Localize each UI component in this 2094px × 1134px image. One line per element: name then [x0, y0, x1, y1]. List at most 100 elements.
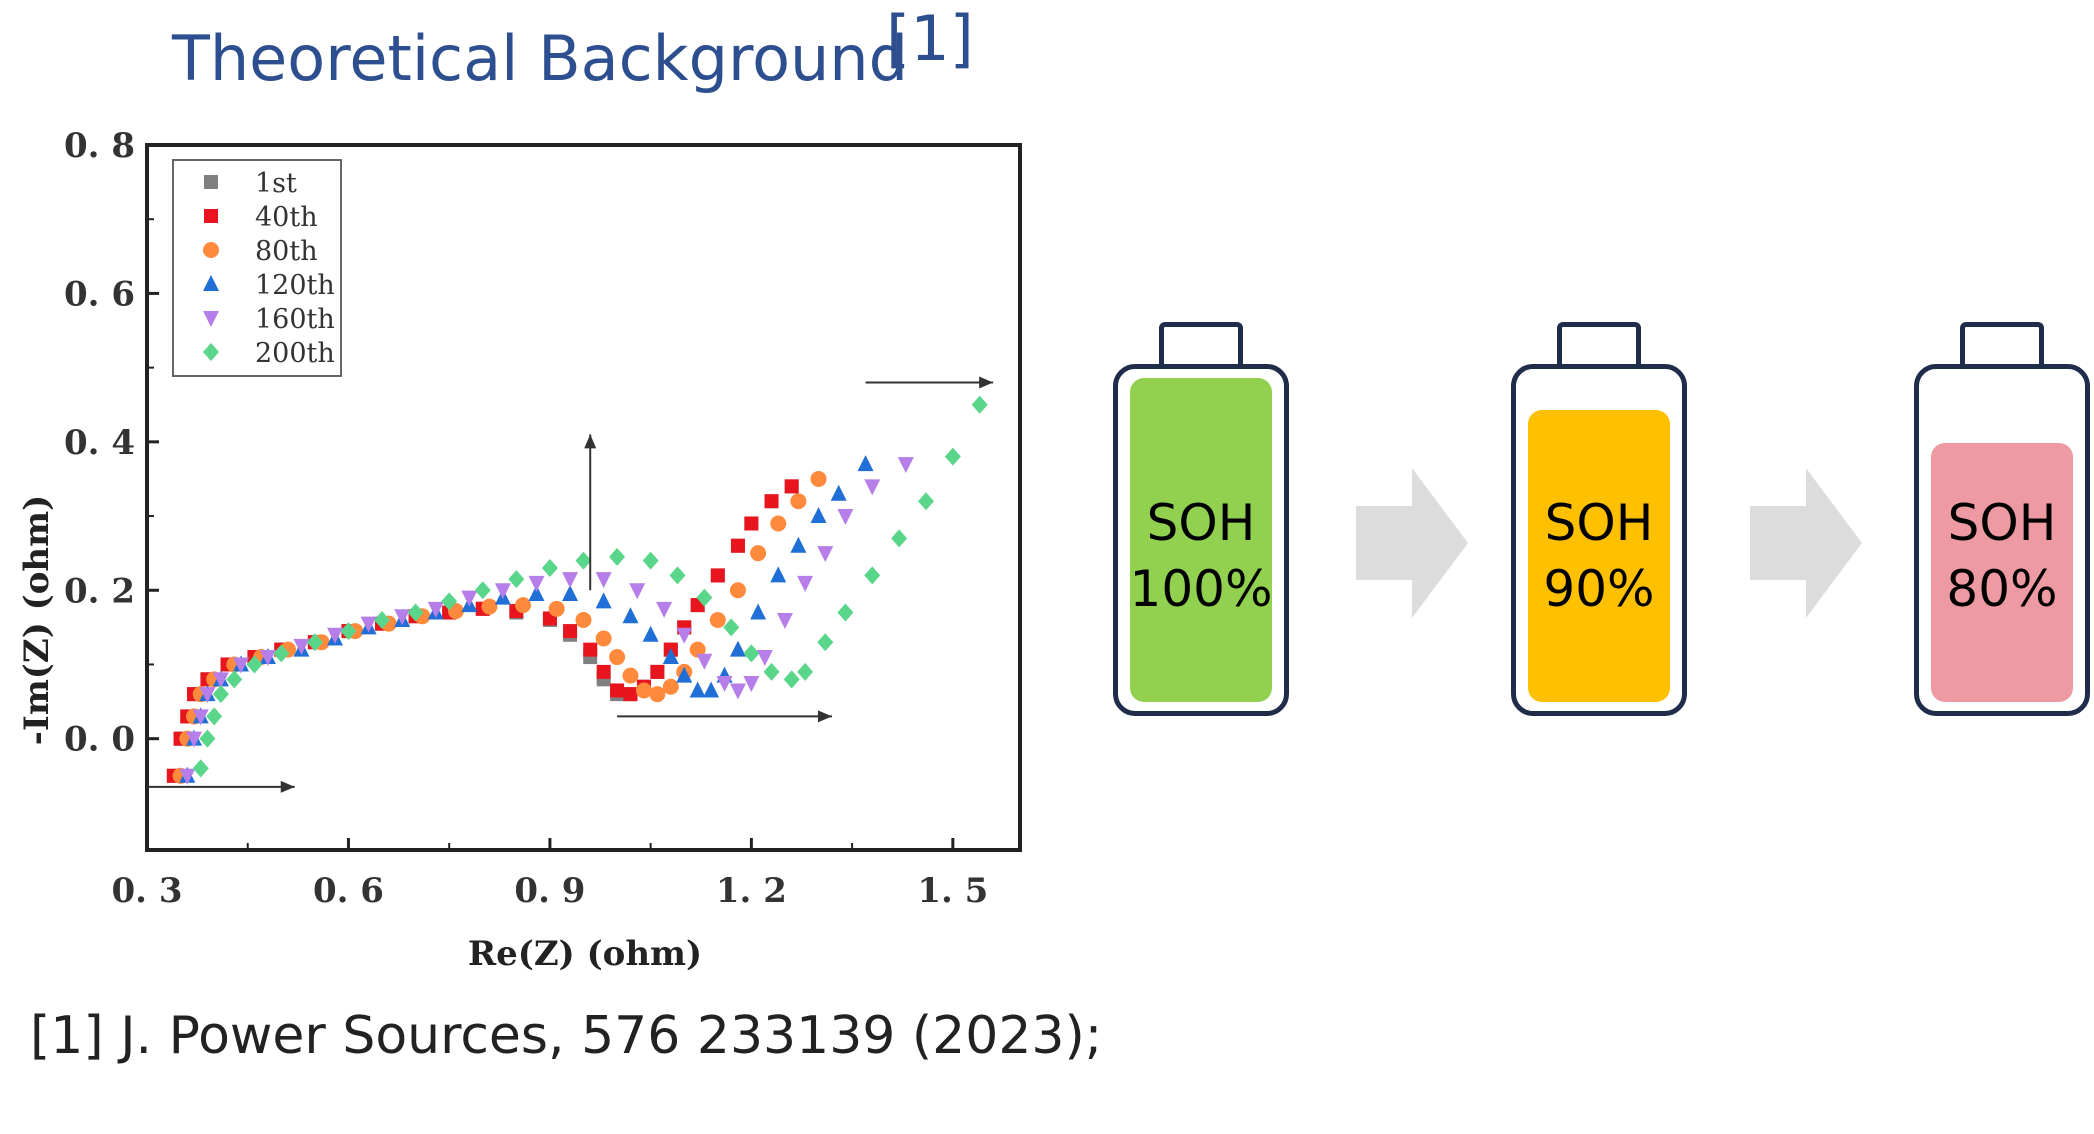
legend-label: 80th: [255, 236, 318, 267]
data-point: [857, 455, 874, 472]
data-point: [810, 470, 827, 487]
data-point: [596, 664, 611, 679]
y-tick-label: 0. 2: [64, 571, 135, 611]
legend-marker: [204, 175, 218, 189]
data-point: [642, 551, 659, 570]
y-tick-label: 0. 8: [64, 126, 135, 166]
data-point: [595, 572, 612, 589]
data-point: [609, 547, 626, 566]
data-point: [199, 729, 216, 748]
data-point: [729, 640, 746, 657]
legend-marker: [203, 275, 219, 291]
data-point: [575, 611, 592, 628]
data-point: [864, 479, 881, 496]
data-point: [179, 768, 196, 785]
data-point: [394, 609, 411, 626]
data-point: [548, 600, 565, 617]
data-point: [770, 515, 787, 532]
data-point: [650, 664, 665, 679]
data-point: [817, 633, 834, 652]
data-point: [474, 581, 491, 600]
soh-label-value: 100%: [1129, 560, 1273, 618]
title-reference: [1]: [886, 2, 974, 75]
data-point: [864, 566, 881, 585]
progression-arrow-icon: [1750, 468, 1862, 618]
data-point: [723, 618, 740, 637]
data-point: [528, 575, 545, 592]
soh-label-line1: SOH: [1544, 494, 1654, 552]
data-point: [629, 583, 646, 600]
data-point: [192, 759, 209, 778]
soh-label-line1: SOH: [1947, 494, 2057, 552]
data-point: [810, 507, 827, 524]
data-point: [273, 644, 290, 663]
battery-soh-label: SOH 100%: [1113, 490, 1289, 622]
data-point: [623, 687, 638, 702]
data-point: [226, 670, 243, 689]
battery-terminal: [1960, 322, 2044, 366]
data-point: [662, 648, 679, 665]
data-point: [206, 707, 223, 726]
data-point: [944, 447, 961, 466]
data-point: [897, 457, 914, 474]
data-point: [622, 607, 639, 624]
data-point: [971, 395, 988, 414]
data-point: [374, 610, 391, 629]
data-point: [259, 650, 276, 667]
data-point: [710, 568, 725, 583]
data-point: [703, 681, 720, 698]
data-point: [709, 611, 726, 628]
battery-fill: [1528, 410, 1670, 702]
data-point: [246, 655, 263, 674]
trend-arrow-tail-head: [979, 376, 994, 389]
data-point: [764, 494, 779, 509]
data-point: [327, 627, 344, 644]
data-point: [595, 630, 612, 647]
data-point: [306, 633, 323, 652]
data-point: [528, 584, 545, 601]
data-point: [562, 572, 579, 589]
x-tick-label: 0. 9: [514, 871, 585, 911]
legend-label: 1st: [255, 168, 297, 199]
data-point: [744, 516, 759, 531]
data-point: [676, 627, 693, 644]
data-point: [689, 641, 706, 658]
battery-soh-label: SOH 80%: [1914, 490, 2090, 622]
data-point: [622, 667, 639, 684]
data-point: [562, 584, 579, 601]
data-point: [676, 666, 693, 683]
legend-marker: [203, 343, 219, 361]
x-axis-label: Re(Z) (ohm): [468, 934, 702, 974]
data-point: [662, 678, 679, 695]
data-point: [837, 603, 854, 622]
battery-soh-90%: SOH 90%: [1511, 322, 1687, 716]
data-point: [508, 570, 525, 589]
legend-marker: [203, 242, 219, 258]
series-200th: [192, 395, 988, 778]
x-tick-label: 0. 3: [112, 871, 183, 911]
data-point: [770, 566, 787, 583]
legend-label: 160th: [255, 304, 335, 335]
data-point: [461, 590, 478, 607]
trend-arrow-arc-head: [584, 434, 597, 449]
y-tick-label: 0. 4: [64, 423, 135, 463]
battery-soh-100%: SOH 100%: [1113, 322, 1289, 716]
data-point: [360, 616, 377, 633]
data-point: [756, 650, 773, 667]
data-point: [563, 624, 578, 639]
data-point: [649, 686, 666, 703]
eis-nyquist-chart: 0. 3 0. 6 0. 9 1. 2 1. 5 0. 0 0. 2 0. 4 0. 6 0. 8…: [17, 126, 1022, 974]
data-point: [891, 529, 908, 548]
legend-box: [172, 159, 342, 377]
data-point: [837, 509, 854, 526]
data-point: [797, 575, 814, 592]
x-tick-label: 0. 6: [313, 871, 384, 911]
data-point: [743, 676, 760, 693]
series-160th: [179, 457, 914, 785]
legend-marker: [204, 209, 218, 223]
soh-label-value: 90%: [1543, 560, 1655, 618]
data-point: [750, 603, 767, 620]
data-point: [199, 687, 216, 704]
data-point: [790, 493, 807, 510]
data-point: [669, 566, 686, 585]
